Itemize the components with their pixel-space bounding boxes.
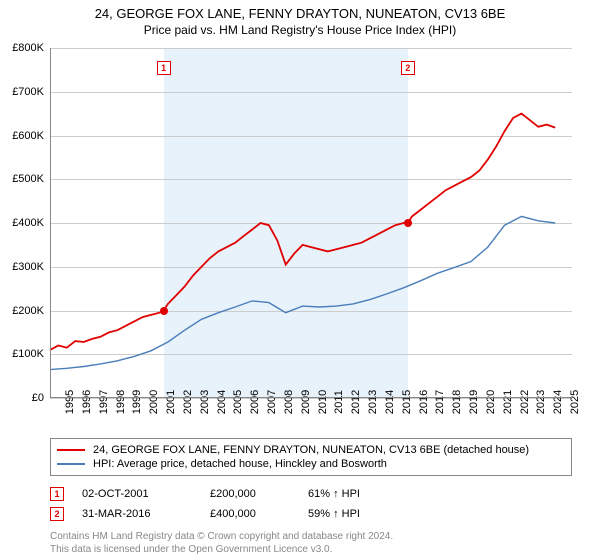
legend-block: 24, GEORGE FOX LANE, FENNY DRAYTON, NUNE… <box>50 438 572 524</box>
series-line-hpi <box>50 216 555 369</box>
y-tick-label: £700K <box>12 86 44 98</box>
sale-diff: 61% ↑ HPI <box>308 488 398 500</box>
chart-title: 24, GEORGE FOX LANE, FENNY DRAYTON, NUNE… <box>0 0 600 21</box>
legend-swatch <box>57 463 85 465</box>
sale-price: £400,000 <box>210 508 290 520</box>
sale-date: 02-OCT-2001 <box>82 488 192 500</box>
sale-diff: 59% ↑ HPI <box>308 508 398 520</box>
sale-row: 2 31-MAR-2016 £400,000 59% ↑ HPI <box>50 504 572 524</box>
legend-swatch <box>57 449 85 451</box>
sale-badge: 2 <box>50 507 64 521</box>
attribution-line-1: Contains HM Land Registry data © Crown c… <box>50 530 393 543</box>
y-tick-label: £0 <box>32 392 44 404</box>
chart-plot-area: £0£100K£200K£300K£400K£500K£600K£700K£80… <box>50 48 572 398</box>
y-tick-label: £100K <box>12 348 44 360</box>
y-tick-label: £600K <box>12 130 44 142</box>
legend-label: HPI: Average price, detached house, Hinc… <box>93 458 387 470</box>
sale-date: 31-MAR-2016 <box>82 508 192 520</box>
legend-label: 24, GEORGE FOX LANE, FENNY DRAYTON, NUNE… <box>93 444 529 456</box>
series-line-property <box>50 114 555 350</box>
attribution: Contains HM Land Registry data © Crown c… <box>50 530 393 556</box>
attribution-line-2: This data is licensed under the Open Gov… <box>50 543 393 556</box>
y-tick-label: £500K <box>12 173 44 185</box>
sale-row: 1 02-OCT-2001 £200,000 61% ↑ HPI <box>50 484 572 504</box>
legend-box: 24, GEORGE FOX LANE, FENNY DRAYTON, NUNE… <box>50 438 572 476</box>
sale-badge: 1 <box>50 487 64 501</box>
legend-row: 24, GEORGE FOX LANE, FENNY DRAYTON, NUNE… <box>57 443 565 457</box>
x-axis <box>50 397 572 398</box>
sale-price: £200,000 <box>210 488 290 500</box>
legend-row: HPI: Average price, detached house, Hinc… <box>57 457 565 471</box>
y-tick-label: £200K <box>12 305 44 317</box>
chart-subtitle: Price paid vs. HM Land Registry's House … <box>0 21 600 37</box>
y-tick-label: £800K <box>12 42 44 54</box>
y-axis <box>50 48 51 398</box>
sale-rows: 1 02-OCT-2001 £200,000 61% ↑ HPI 2 31-MAR-201… <box>50 484 572 524</box>
y-tick-label: £400K <box>12 217 44 229</box>
y-tick-label: £300K <box>12 261 44 273</box>
